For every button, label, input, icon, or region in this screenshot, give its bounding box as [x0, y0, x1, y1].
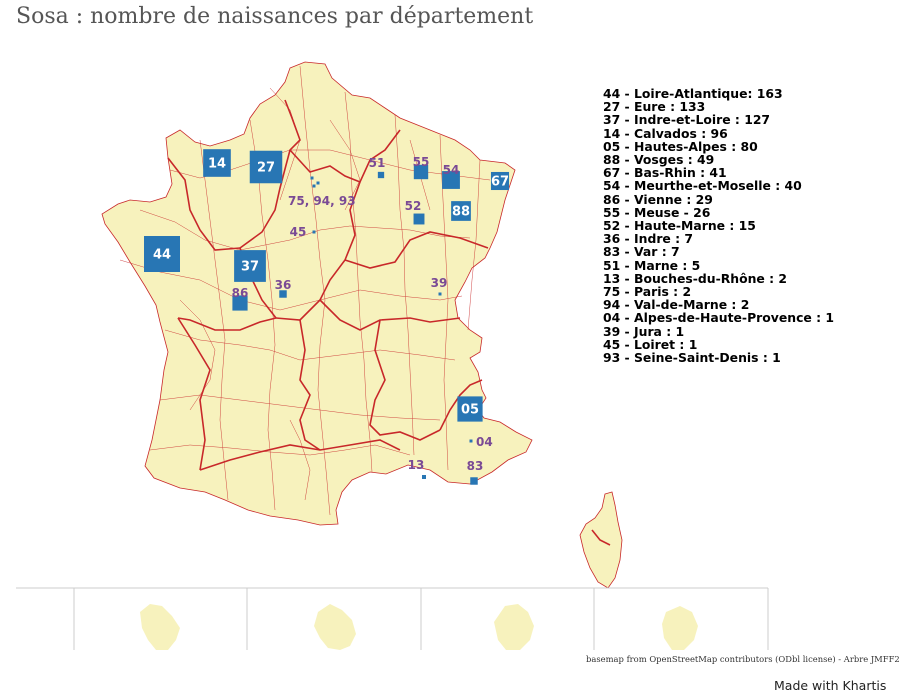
legend-item: 83 - Var : 7 — [603, 244, 680, 260]
symbol-label-04: 04 — [476, 435, 493, 449]
legend-item: 45 - Loiret : 1 — [603, 336, 698, 352]
symbol-label-55: 55 — [413, 155, 430, 169]
legend-item: 37 - Indre-et-Loire : 127 — [603, 112, 771, 128]
proportional-symbols: 44 27 37 14 05 88 67 54 86 55 52 36 83 51 13 04 39 45 75, … — [144, 149, 509, 485]
legend-item: 51 - Marne : 5 — [603, 257, 701, 273]
symbol-label-36: 36 — [275, 278, 292, 292]
legend: 44 - Loire-Atlantique: 163 27 - Eure : 13… — [603, 87, 834, 364]
symbol-paris-area[interactable] — [310, 176, 314, 180]
symbol-52[interactable] — [413, 213, 425, 225]
symbol-label-54: 54 — [443, 163, 460, 177]
guyane — [494, 604, 534, 650]
symbol-54[interactable] — [442, 171, 460, 189]
attribution: basemap from OpenStreetMap contributors … — [586, 654, 900, 664]
department-borders — [119, 65, 491, 516]
legend-item: 88 - Vosges : 49 — [603, 152, 715, 168]
symbol-44[interactable] — [144, 236, 180, 272]
symbol-51[interactable] — [377, 171, 385, 179]
symbol-paris-area[interactable] — [312, 184, 316, 188]
symbol-05[interactable] — [457, 396, 483, 422]
land-layer — [101, 61, 623, 589]
symbol-label-45: 45 — [290, 225, 307, 239]
legend-item: 05 - Hautes-Alpes : 80 — [603, 138, 758, 154]
legend-item: 55 - Meuse - 26 — [603, 204, 711, 220]
legend-item: 44 - Loire-Atlantique: 163 — [603, 86, 783, 101]
legend-item: 39 - Jura : 1 — [603, 323, 685, 339]
symbol-label-13: 13 — [408, 458, 425, 472]
symbol-67[interactable] — [490, 171, 510, 191]
symbol-paris-area[interactable] — [316, 181, 320, 185]
symbol-88[interactable] — [451, 201, 471, 221]
legend-item: 13 - Bouches-du-Rhône : 2 — [603, 270, 788, 286]
martinique — [314, 604, 356, 650]
symbol-label-37: 37 — [241, 260, 259, 275]
symbol-label-27: 27 — [257, 161, 275, 176]
symbol-label-52: 52 — [405, 199, 422, 213]
made-with-credit[interactable]: Made with Khartis — [774, 678, 887, 693]
symbol-45[interactable] — [312, 230, 316, 234]
symbol-label-05: 05 — [461, 403, 479, 418]
symbol-14[interactable] — [203, 149, 231, 177]
symbol-label-83: 83 — [467, 459, 484, 473]
symbol-label-14: 14 — [208, 157, 226, 172]
symbol-13[interactable] — [422, 475, 426, 479]
map-title: Sosa : nombre de naissances par départem… — [16, 4, 534, 29]
symbol-39[interactable] — [438, 292, 442, 296]
legend-item: 04 - Alpes-de-Haute-Provence : 1 — [603, 310, 835, 326]
legend-item: 36 - Indre : 7 — [603, 231, 694, 247]
legend-item: 86 - Vienne : 29 — [603, 191, 713, 207]
legend-item: 27 - Eure : 133 — [603, 99, 706, 115]
legend-item: 14 - Calvados : 96 — [603, 125, 728, 141]
overseas-insets — [16, 587, 769, 650]
symbol-label-88: 88 — [452, 205, 470, 220]
symbol-36[interactable] — [279, 290, 287, 298]
symbol-86[interactable] — [232, 295, 248, 311]
legend-item: 67 - Bas-Rhin : 41 — [603, 165, 727, 181]
reunion — [662, 606, 698, 650]
symbol-83[interactable] — [470, 477, 478, 485]
symbol-label-51: 51 — [369, 156, 386, 170]
legend-item: 52 - Haute-Marne : 15 — [603, 218, 756, 234]
guadeloupe — [140, 604, 180, 650]
symbol-label-67: 67 — [491, 175, 509, 190]
symbol-label-86: 86 — [232, 286, 249, 300]
mainland-france — [101, 61, 533, 526]
region-borders — [167, 99, 611, 546]
symbol-55[interactable] — [413, 164, 429, 180]
symbol-27[interactable] — [249, 150, 283, 184]
legend-item: 54 - Meurthe-et-Moselle : 40 — [603, 178, 802, 194]
paris-area-label: 75, 94, 93 — [288, 194, 356, 208]
symbol-37[interactable] — [234, 250, 266, 282]
legend-item: 94 - Val-de-Marne : 2 — [603, 297, 750, 313]
legend-item: 75 - Paris : 2 — [603, 284, 692, 300]
legend-item: 93 - Seine-Saint-Denis : 1 — [603, 350, 781, 366]
symbol-04[interactable] — [469, 439, 473, 443]
symbol-label-44: 44 — [153, 248, 171, 263]
symbol-label-39: 39 — [431, 276, 448, 290]
